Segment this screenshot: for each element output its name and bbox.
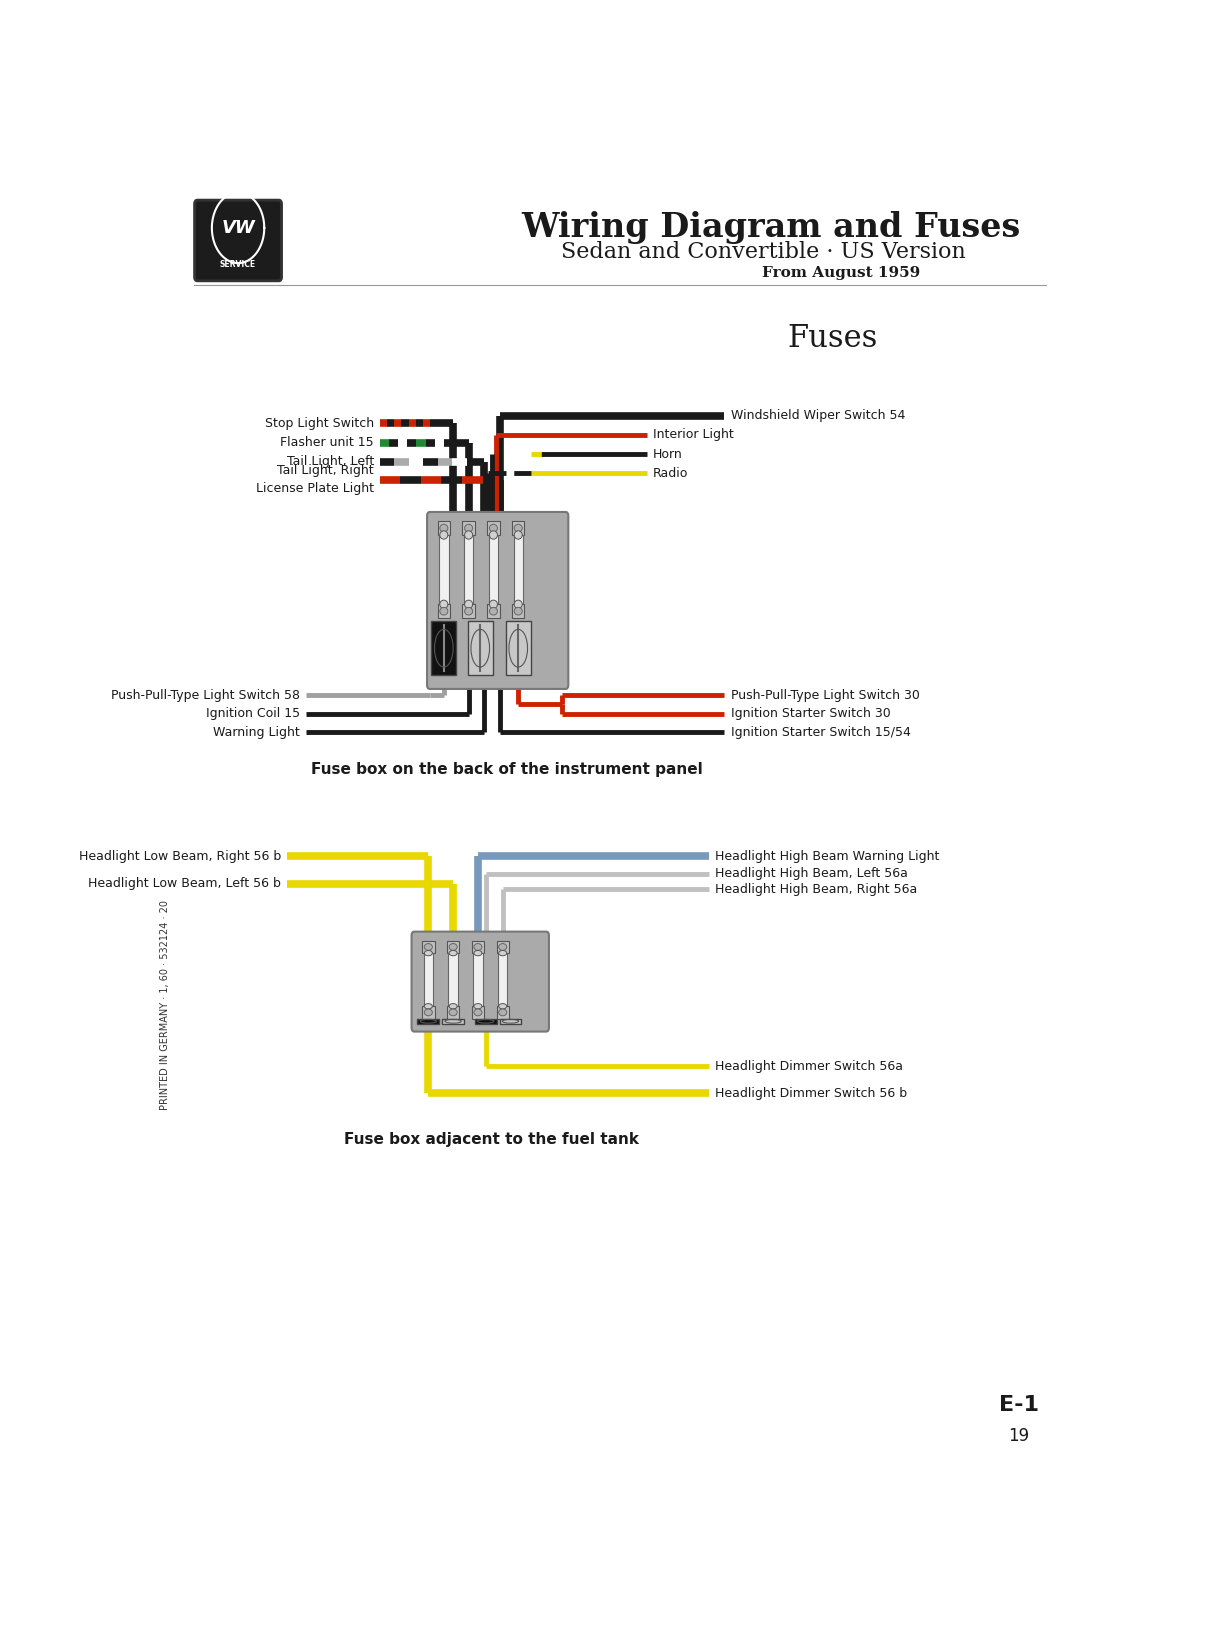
Ellipse shape (489, 600, 497, 608)
Ellipse shape (425, 943, 432, 950)
Ellipse shape (514, 531, 523, 540)
Ellipse shape (498, 943, 507, 950)
Ellipse shape (425, 1004, 432, 1009)
Text: Headlight Dimmer Switch 56a: Headlight Dimmer Switch 56a (715, 1059, 903, 1073)
Text: Headlight High Beam Warning Light: Headlight High Beam Warning Light (715, 850, 939, 863)
Ellipse shape (474, 943, 482, 950)
Text: Headlight High Beam, Right 56a: Headlight High Beam, Right 56a (715, 883, 917, 896)
Bar (489, 535, 498, 605)
Text: Headlight Dimmer Switch 56 b: Headlight Dimmer Switch 56 b (715, 1087, 908, 1100)
Bar (496, 940, 509, 953)
Ellipse shape (425, 950, 432, 956)
Ellipse shape (449, 950, 457, 956)
Text: Tail Light, Left: Tail Light, Left (287, 456, 374, 468)
Text: Tail Light, Right: Tail Light, Right (278, 464, 374, 477)
Ellipse shape (514, 600, 523, 608)
Bar (438, 605, 450, 618)
Text: Ignition Starter Switch 15/54: Ignition Starter Switch 15/54 (730, 726, 910, 739)
Ellipse shape (514, 525, 523, 531)
Text: Ignition Coil 15: Ignition Coil 15 (205, 708, 299, 719)
Text: SERVICE: SERVICE (220, 260, 256, 270)
Text: Push-Pull-Type Light Switch 30: Push-Pull-Type Light Switch 30 (730, 688, 920, 701)
FancyBboxPatch shape (194, 199, 281, 281)
Bar (422, 940, 435, 953)
Bar (439, 535, 449, 605)
Text: Interior Light: Interior Light (653, 428, 734, 441)
Ellipse shape (489, 525, 497, 531)
Ellipse shape (439, 525, 448, 531)
Text: Sedan and Convertible · US Version: Sedan and Convertible · US Version (561, 242, 966, 263)
Ellipse shape (439, 600, 448, 608)
Ellipse shape (449, 943, 457, 950)
Ellipse shape (439, 608, 448, 615)
Ellipse shape (498, 1009, 507, 1015)
Text: Fuse box on the back of the instrument panel: Fuse box on the back of the instrument p… (311, 762, 704, 777)
Ellipse shape (514, 608, 523, 615)
Ellipse shape (465, 600, 473, 608)
Text: Headlight Low Beam, Right 56 b: Headlight Low Beam, Right 56 b (78, 850, 281, 863)
Bar (512, 522, 524, 535)
FancyBboxPatch shape (412, 932, 549, 1032)
Ellipse shape (449, 1009, 457, 1015)
Bar (418, 1019, 439, 1024)
FancyBboxPatch shape (427, 512, 568, 688)
Bar (422, 1006, 435, 1019)
Text: Headlight High Beam, Left 56a: Headlight High Beam, Left 56a (715, 867, 908, 880)
Bar (447, 1006, 460, 1019)
Bar (474, 1019, 496, 1024)
Text: Warning Light: Warning Light (212, 726, 299, 739)
Bar (463, 535, 473, 605)
Text: Push-Pull-Type Light Switch 58: Push-Pull-Type Light Switch 58 (111, 688, 299, 701)
Text: 19: 19 (1008, 1427, 1030, 1445)
Bar (500, 1019, 521, 1024)
Bar (438, 522, 450, 535)
Text: Fuse box adjacent to the fuel tank: Fuse box adjacent to the fuel tank (344, 1131, 640, 1146)
Ellipse shape (474, 1004, 482, 1009)
Ellipse shape (439, 531, 448, 540)
Ellipse shape (489, 608, 497, 615)
Ellipse shape (498, 1004, 507, 1009)
Bar (472, 1006, 484, 1019)
Text: Windshield Wiper Switch 54: Windshield Wiper Switch 54 (730, 409, 905, 422)
Text: E-1: E-1 (999, 1395, 1039, 1416)
Ellipse shape (449, 1004, 457, 1009)
Bar (462, 605, 474, 618)
Bar (442, 1019, 463, 1024)
Bar (498, 953, 507, 1006)
Text: Horn: Horn (653, 448, 683, 461)
Bar (512, 605, 524, 618)
Text: License Plate Light: License Plate Light (256, 482, 374, 495)
Bar (473, 953, 483, 1006)
Text: PRINTED IN GERMANY · 1, 60 · 532124 · 20: PRINTED IN GERMANY · 1, 60 · 532124 · 20 (159, 899, 170, 1110)
Bar (506, 621, 531, 675)
Ellipse shape (465, 608, 473, 615)
Bar (488, 605, 500, 618)
Bar (488, 522, 500, 535)
Bar (447, 940, 460, 953)
Text: Headlight Low Beam, Left 56 b: Headlight Low Beam, Left 56 b (88, 878, 281, 891)
Ellipse shape (498, 950, 507, 956)
Bar (431, 621, 456, 675)
Ellipse shape (474, 950, 482, 956)
Text: Radio: Radio (653, 468, 688, 481)
Text: VW: VW (221, 219, 255, 237)
Text: Stop Light Switch: Stop Light Switch (266, 417, 374, 430)
Ellipse shape (425, 1009, 432, 1015)
Bar (513, 535, 523, 605)
Bar (496, 1006, 509, 1019)
Text: Ignition Starter Switch 30: Ignition Starter Switch 30 (730, 708, 891, 719)
Text: Fuses: Fuses (788, 324, 877, 355)
Ellipse shape (465, 531, 473, 540)
Bar (468, 621, 492, 675)
Ellipse shape (489, 531, 497, 540)
Bar (424, 953, 433, 1006)
Text: Wiring Diagram and Fuses: Wiring Diagram and Fuses (521, 211, 1020, 244)
Bar (449, 953, 457, 1006)
Ellipse shape (474, 1009, 482, 1015)
Text: Flasher unit 15: Flasher unit 15 (280, 437, 374, 450)
Ellipse shape (465, 525, 473, 531)
Bar (462, 522, 474, 535)
Bar (472, 940, 484, 953)
Text: From August 1959: From August 1959 (762, 267, 920, 280)
